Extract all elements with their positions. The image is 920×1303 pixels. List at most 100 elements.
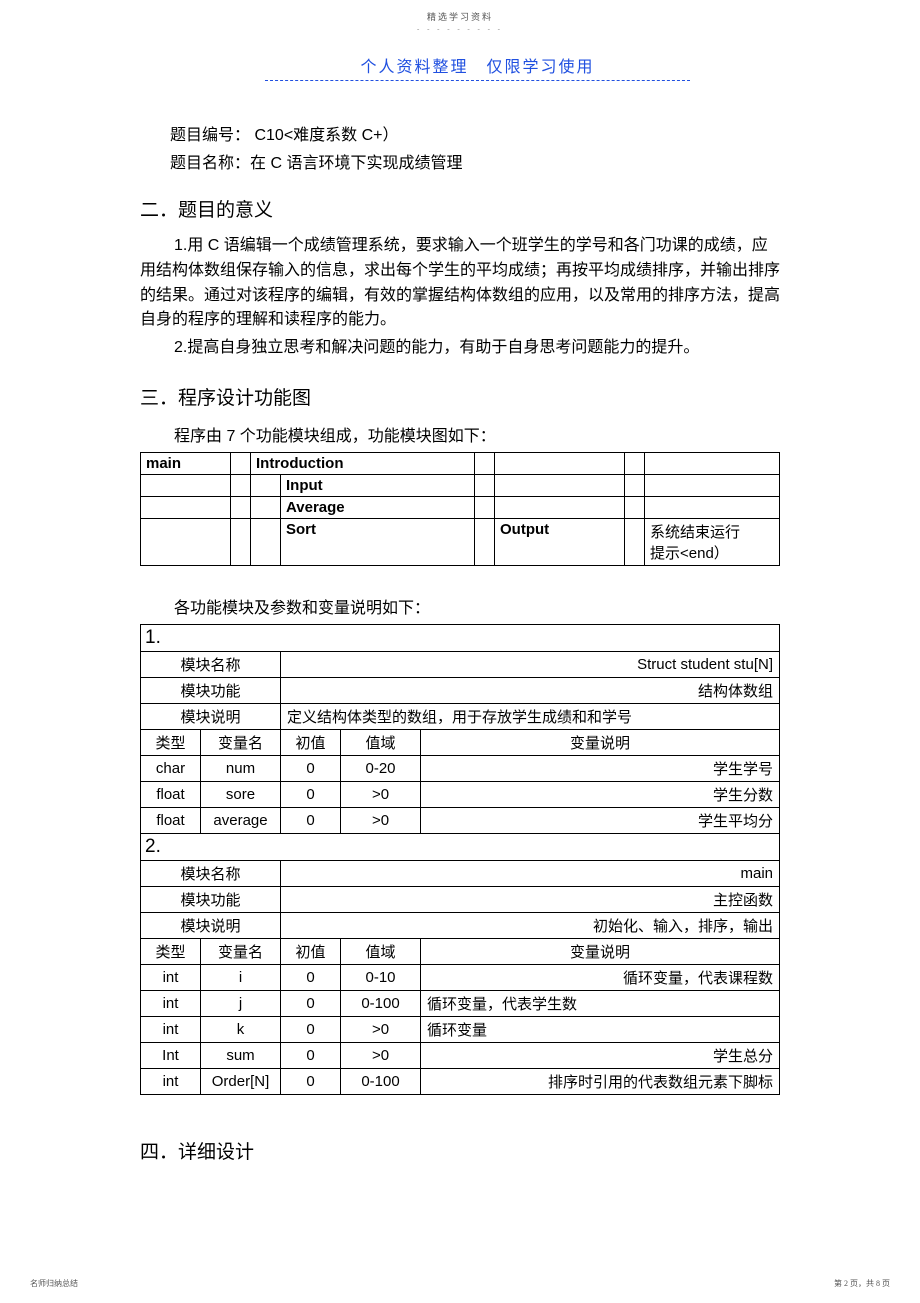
mod-empty <box>141 518 231 565</box>
t2-d: >0 <box>341 1042 421 1068</box>
mod-cell-intro: Introduction <box>251 452 475 474</box>
t2-d: 0 <box>281 1068 341 1094</box>
section-4-title: 四．详细设计 <box>140 1137 780 1164</box>
mod-empty <box>645 474 780 496</box>
t2-d: j <box>201 990 281 1016</box>
mod-empty <box>495 496 625 518</box>
t2-d: i <box>201 964 281 990</box>
t2-d: int <box>141 990 201 1016</box>
funcs-intro: 各功能模块及参数和变量说明如下： <box>174 594 780 618</box>
mod-gap <box>625 474 645 496</box>
mod-gap <box>475 518 495 565</box>
t2-d: 0 <box>281 1042 341 1068</box>
t1-r2-value: 结构体数组 <box>281 677 780 703</box>
t2-d: 循环变量，代表课程数 <box>421 964 780 990</box>
main-content: 题目编号： C10<难度系数 C+） 题目名称：在 C 语言环境下实现成绩管理 … <box>30 121 890 1164</box>
problem-id-value: C10<难度系数 C+） <box>250 127 399 144</box>
page-subtitle: 个人资料整理 仅限学习使用 <box>265 53 690 81</box>
t1-d: float <box>141 807 201 833</box>
top-header-text: 精选学习资料 <box>30 10 890 23</box>
t2-r2-value: 主控函数 <box>281 886 780 912</box>
t1-d: 0 <box>281 781 341 807</box>
section-3-title: 三．程序设计功能图 <box>140 383 780 410</box>
table-row: int k 0 >0 循环变量 <box>141 1016 780 1042</box>
t2-r2-label: 模块功能 <box>141 886 281 912</box>
mod-empty <box>495 474 625 496</box>
t2-col-3: 值域 <box>341 938 421 964</box>
t1-d: 0 <box>281 755 341 781</box>
t1-d: sore <box>201 781 281 807</box>
module-function-table: main Introduction Input Average <box>140 452 780 566</box>
t1-r2-label: 模块功能 <box>141 677 281 703</box>
mod-empty <box>251 518 281 565</box>
footer-left: 名师归纳总结 <box>30 1278 78 1289</box>
t1-r1-label: 模块名称 <box>141 651 281 677</box>
t1-d: average <box>201 807 281 833</box>
t1-d: char <box>141 755 201 781</box>
detail-table: 1. 模块名称 Struct student stu[N] 模块功能 结构体数组… <box>140 624 780 1095</box>
t2-d: int <box>141 1068 201 1094</box>
t2-d: Int <box>141 1042 201 1068</box>
t1-d: 学生学号 <box>421 755 780 781</box>
t2-d: 0-100 <box>341 1068 421 1094</box>
t1-d: >0 <box>341 807 421 833</box>
t2-d: 0 <box>281 1016 341 1042</box>
mod-gap <box>231 518 251 565</box>
t1-d: >0 <box>341 781 421 807</box>
t2-d: >0 <box>341 1016 421 1042</box>
table-row: int i 0 0-10 循环变量，代表课程数 <box>141 964 780 990</box>
t2-d: 学生总分 <box>421 1042 780 1068</box>
mod-gap <box>475 496 495 518</box>
t1-col-2: 初值 <box>281 729 341 755</box>
t1-r3-label: 模块说明 <box>141 703 281 729</box>
mod-cell-main: main <box>141 452 231 474</box>
t1-r3-value: 定义结构体类型的数组，用于存放学生成绩和和学号 <box>281 703 780 729</box>
problem-id-label: 题目编号： <box>170 127 250 144</box>
mod-gap <box>231 452 251 474</box>
t2-r1-value: main <box>281 860 780 886</box>
mod-cell-end-line1: 系统结束运行 <box>650 524 740 541</box>
table-row: int Order[N] 0 0-100 排序时引用的代表数组元素下脚标 <box>141 1068 780 1094</box>
mod-cell-sort: Sort <box>281 518 475 565</box>
table-row: Int sum 0 >0 学生总分 <box>141 1042 780 1068</box>
mod-empty <box>251 474 281 496</box>
t2-d: 循环变量 <box>421 1016 780 1042</box>
mod-gap <box>475 474 495 496</box>
mod-gap <box>475 452 495 474</box>
table1-header: 1. <box>141 624 780 651</box>
problem-id: 题目编号： C10<难度系数 C+） <box>170 121 780 145</box>
t1-col-0: 类型 <box>141 729 201 755</box>
t2-d: 排序时引用的代表数组元素下脚标 <box>421 1068 780 1094</box>
mod-gap <box>625 452 645 474</box>
t2-r3-label: 模块说明 <box>141 912 281 938</box>
mod-empty <box>251 496 281 518</box>
t1-r1-value: Struct student stu[N] <box>281 651 780 677</box>
mod-cell-end-line2: 提示<end） <box>650 545 729 562</box>
t2-d: sum <box>201 1042 281 1068</box>
mod-cell-output: Output <box>495 518 625 565</box>
t1-d: num <box>201 755 281 781</box>
mod-gap <box>231 474 251 496</box>
mod-empty <box>645 496 780 518</box>
t1-col-4: 变量说明 <box>421 729 780 755</box>
t2-d: int <box>141 964 201 990</box>
mod-gap <box>625 518 645 565</box>
t1-d: float <box>141 781 201 807</box>
t2-r3-value: 初始化、输入，排序，输出 <box>281 912 780 938</box>
table-row: float average 0 >0 学生平均分 <box>141 807 780 833</box>
t1-d: 学生平均分 <box>421 807 780 833</box>
t2-col-0: 类型 <box>141 938 201 964</box>
t2-col-2: 初值 <box>281 938 341 964</box>
t2-col-1: 变量名 <box>201 938 281 964</box>
mod-empty <box>141 496 231 518</box>
mod-gap <box>625 496 645 518</box>
mod-empty <box>141 474 231 496</box>
t2-d: Order[N] <box>201 1068 281 1094</box>
t2-d: k <box>201 1016 281 1042</box>
table-row: int j 0 0-100 循环变量，代表学生数 <box>141 990 780 1016</box>
t2-d: 0-10 <box>341 964 421 990</box>
footer-right: 第 2 页，共 8 页 <box>834 1278 890 1289</box>
t2-col-4: 变量说明 <box>421 938 780 964</box>
t1-d: 0 <box>281 807 341 833</box>
section-3-intro: 程序由 7 个功能模块组成，功能模块图如下： <box>174 422 780 446</box>
